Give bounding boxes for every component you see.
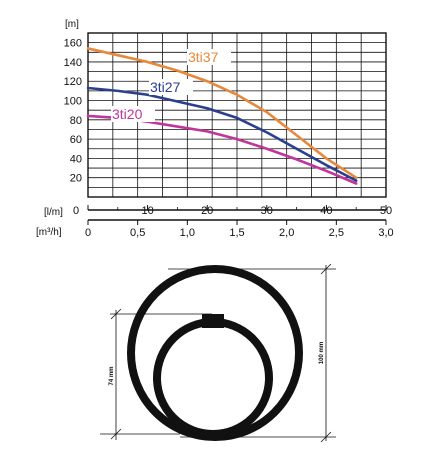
y-tick-label: 40 xyxy=(70,153,82,165)
x-tick-label-lm: 40 xyxy=(320,205,332,217)
y-tick-label: 20 xyxy=(70,173,82,185)
x-tick-label-lm: 50 xyxy=(380,205,392,217)
series-label-bg xyxy=(111,106,155,122)
series-label-3ti20: 3ti20 xyxy=(112,106,143,122)
x-tick-label-lm: 20 xyxy=(201,205,213,217)
y-tick-label: 160 xyxy=(64,38,82,50)
series-labels: 3ti37 3ti27 3ti20 xyxy=(111,49,231,122)
outer-dimension-label: 100 mm xyxy=(319,342,325,364)
x-tick-label-lm: 0 xyxy=(73,205,79,217)
outer-bottom-tick xyxy=(320,431,332,443)
series-line-3ti37 xyxy=(86,47,358,180)
series-label-bg xyxy=(187,49,231,65)
x-tick-label-m3h: 2,5 xyxy=(329,227,344,239)
series-label-bg xyxy=(149,79,193,95)
series-label-3ti37: 3ti37 xyxy=(188,49,219,65)
x-tick-label-m3h: 0 xyxy=(85,227,91,239)
y-tick-labels: 20 40 60 80 100 120 140 160 xyxy=(64,38,82,185)
x-tick-label-m3h: 3,0 xyxy=(378,227,393,239)
inner-pump-circle xyxy=(153,318,273,438)
x-tick-label-m3h: 0,5 xyxy=(130,227,145,239)
x-axis-label-lm: [l/m] xyxy=(44,207,63,218)
inner-top-tick xyxy=(110,308,122,320)
series-line-3ti27 xyxy=(86,86,358,182)
inner-dimension-label: 74 mm xyxy=(109,366,115,385)
chart-grid xyxy=(88,33,386,197)
x-tick-labels-m3h: 0 0,5 1,0 1,5 2,0 2,5 3,0 xyxy=(85,220,394,239)
cable-guard xyxy=(202,314,224,328)
y-tick-label: 120 xyxy=(64,76,82,88)
y-tick-label: 100 xyxy=(64,96,82,108)
x-tick-label-lm: 10 xyxy=(141,205,153,217)
y-tick-label: 80 xyxy=(70,115,82,127)
x-tick-label-m3h: 1,5 xyxy=(229,227,244,239)
y-tick-label: 140 xyxy=(64,57,82,69)
x-tick-label-m3h: 1,0 xyxy=(180,227,195,239)
outer-top-tick xyxy=(320,263,332,275)
x-tick-labels-lm: 0 10 20 30 40 50 xyxy=(73,205,392,217)
x-tick-label-lm: 30 xyxy=(261,205,273,217)
x-tick-label-m3h: 2,0 xyxy=(279,227,294,239)
outer-well-circle xyxy=(127,265,303,441)
inner-bottom-tick xyxy=(110,428,122,440)
y-tick-label: 60 xyxy=(70,134,82,146)
y-axis-label: [m] xyxy=(65,19,79,30)
pump-dimension-diagram: 100 mm 74 mm xyxy=(100,263,336,443)
x-axis-label-m3h: [m³/h] xyxy=(36,227,62,238)
series-label-3ti27: 3ti27 xyxy=(150,79,181,95)
